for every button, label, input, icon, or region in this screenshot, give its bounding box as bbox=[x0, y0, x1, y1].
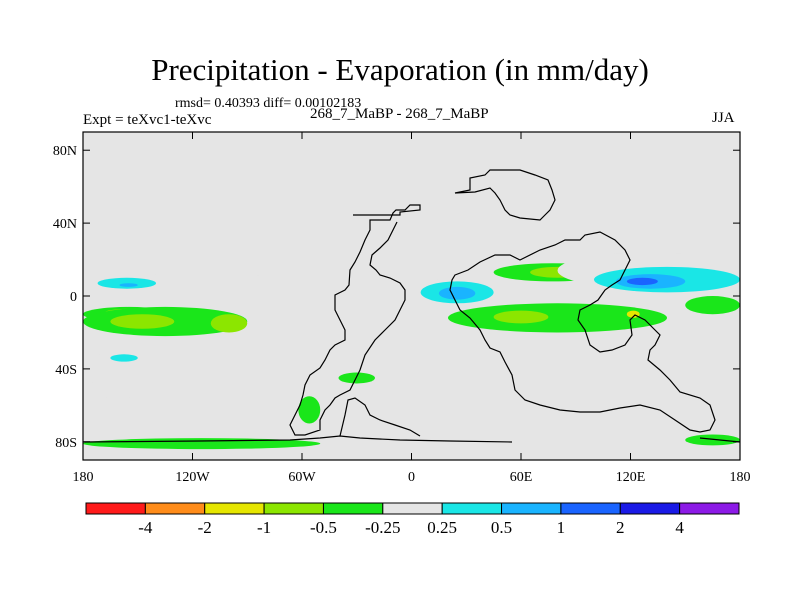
season-label: JJA bbox=[712, 110, 735, 126]
contour-region bbox=[493, 310, 549, 324]
contour-region bbox=[97, 277, 156, 289]
x-tick-label: 60W bbox=[288, 470, 316, 485]
x-tick-label: 120W bbox=[175, 470, 210, 485]
colorbar-swatch bbox=[322, 502, 384, 515]
colorbar: -4 -2 -1 -0.5 -0.25 0.25 0.5 1 2 4 bbox=[85, 502, 740, 537]
colorbar-swatch bbox=[679, 502, 740, 515]
y-tick-label: 80N bbox=[53, 144, 77, 159]
colorbar-label: 4 bbox=[675, 518, 684, 537]
x-tick-label: 120E bbox=[616, 470, 646, 485]
contour-region bbox=[626, 277, 658, 286]
colorbar-label: 1 bbox=[557, 518, 566, 537]
x-tick-label: 60E bbox=[510, 470, 533, 485]
contour-region bbox=[110, 354, 138, 362]
colorbar-label: 2 bbox=[616, 518, 625, 537]
colorbar-swatch bbox=[619, 502, 681, 515]
experiment-label: Expt = teXvc1-teXvc bbox=[83, 112, 212, 128]
colorbar-label: -1 bbox=[257, 518, 271, 537]
y-axis-ticks: 80N 40N 0 40S 80S bbox=[53, 144, 740, 451]
field-background bbox=[83, 132, 740, 460]
colorbar-label: 0.5 bbox=[491, 518, 512, 537]
chart-title: Precipitation - Evaporation (in mm/day) bbox=[151, 52, 649, 87]
contour-region bbox=[210, 314, 248, 333]
colorbar-label: -0.25 bbox=[365, 518, 400, 537]
contour-region bbox=[83, 379, 156, 399]
stats-label: rmsd= 0.40393 diff= 0.00102183 bbox=[175, 96, 362, 111]
x-axis-ticks: 180 120W 60W 0 60E 120E 180 bbox=[73, 132, 751, 485]
colorbar-swatch bbox=[144, 502, 206, 515]
x-tick-label: 180 bbox=[73, 470, 94, 485]
x-tick-label: 0 bbox=[408, 470, 415, 485]
contour-fields bbox=[83, 132, 740, 460]
contour-region bbox=[110, 314, 175, 329]
colorbar-swatch bbox=[560, 502, 621, 515]
coastline-antarctic-peninsula bbox=[339, 397, 421, 437]
y-tick-label: 80S bbox=[55, 436, 77, 451]
coastline-africa-eurasia bbox=[449, 231, 716, 433]
colorbar-label: -2 bbox=[198, 518, 212, 537]
colorbar-swatch bbox=[204, 502, 265, 515]
y-tick-label: 40N bbox=[53, 217, 77, 232]
colorbar-label: 0.25 bbox=[427, 518, 457, 537]
contour-region bbox=[119, 283, 138, 287]
colorbar-label: -4 bbox=[138, 518, 153, 537]
contour-region bbox=[83, 248, 120, 264]
coastline-outline bbox=[82, 169, 741, 443]
colorbar-label: -0.5 bbox=[310, 518, 337, 537]
y-tick-label: 0 bbox=[70, 290, 77, 305]
case-label: 268_7_MaBP - 268_7_MaBP bbox=[310, 106, 489, 122]
colorbar-swatch bbox=[382, 502, 443, 515]
coastline-arctic bbox=[454, 169, 556, 221]
contour-region bbox=[298, 396, 321, 424]
coastline-americas bbox=[289, 204, 421, 436]
colorbar-swatch bbox=[441, 502, 503, 515]
x-tick-label: 180 bbox=[730, 470, 751, 485]
contour-region bbox=[338, 372, 375, 384]
colorbar-swatch bbox=[501, 502, 562, 515]
contour-region bbox=[685, 296, 740, 315]
y-tick-label: 40S bbox=[55, 363, 77, 378]
colorbar-swatch bbox=[85, 502, 146, 515]
contour-region bbox=[438, 286, 476, 300]
contour-region bbox=[448, 303, 667, 333]
colorbar-swatch bbox=[263, 502, 324, 515]
contour-region bbox=[685, 434, 740, 446]
